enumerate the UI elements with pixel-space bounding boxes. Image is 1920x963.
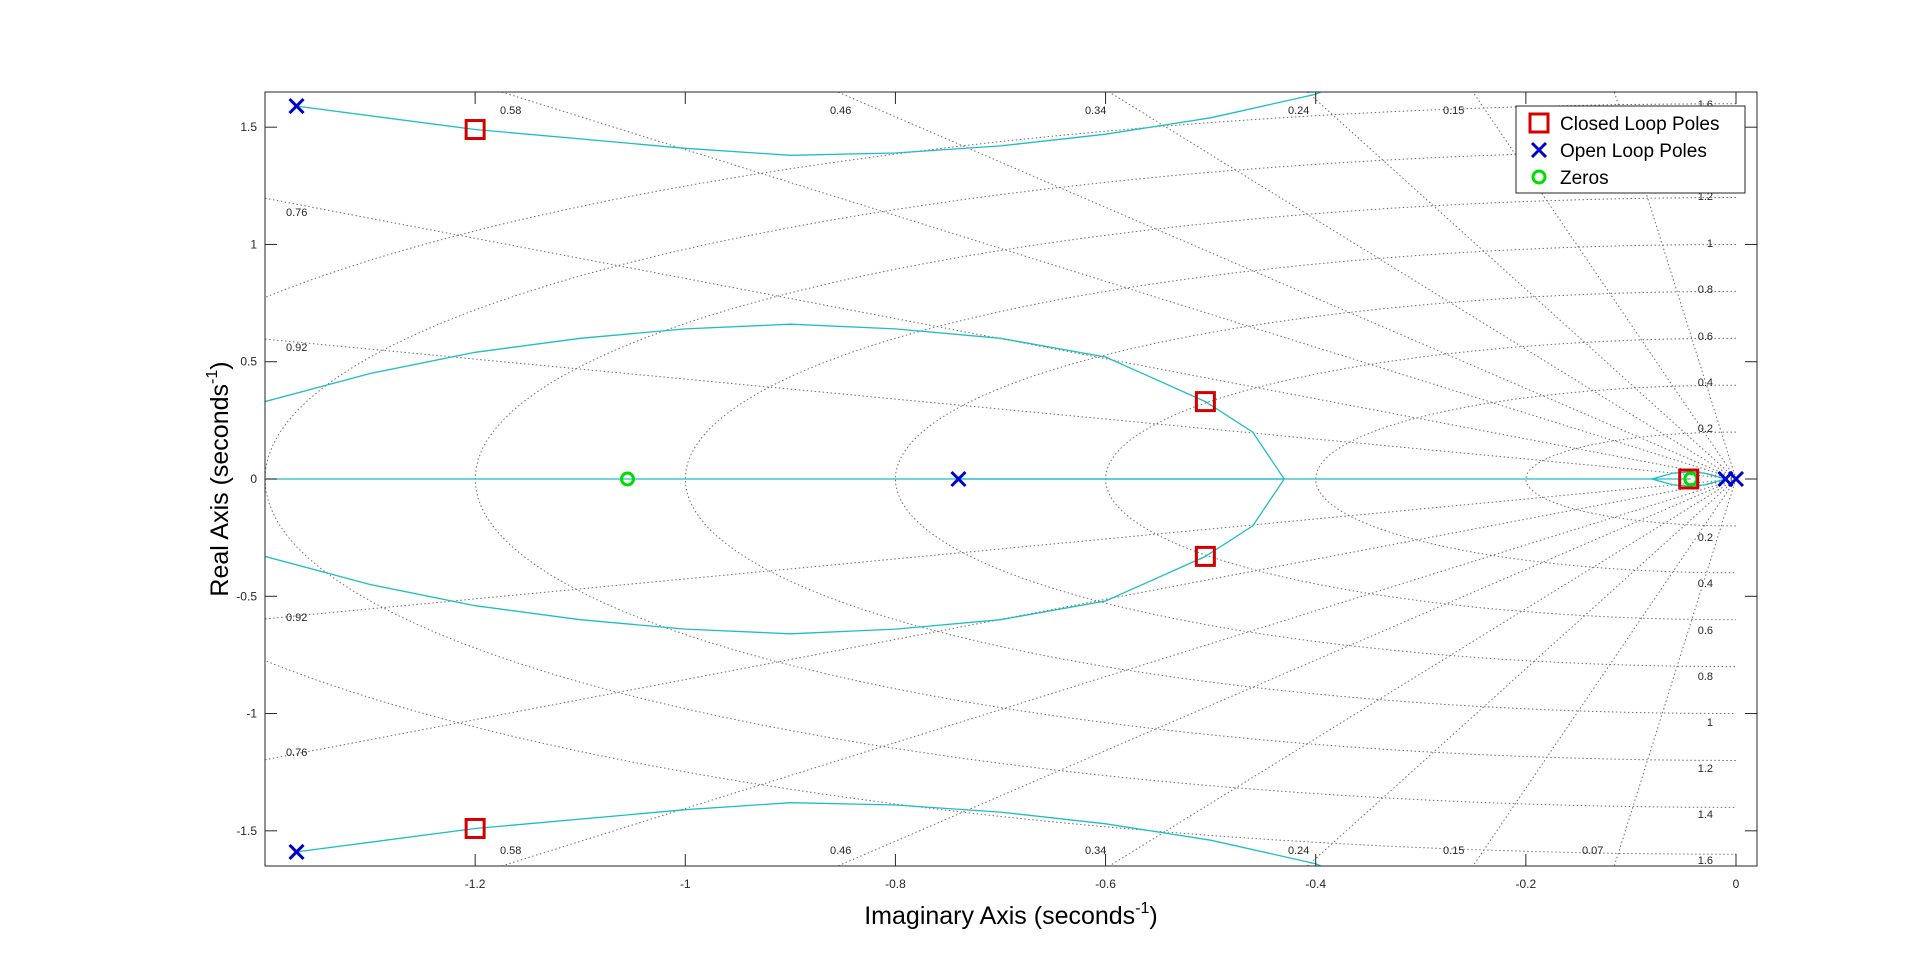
legend-square-swatch: [1528, 112, 1550, 134]
damping-ray-lower-4: [836, 478, 1737, 866]
x-marker-0-stroke-b: [288, 98, 305, 115]
frequency-circle-1: [1315, 384, 1736, 574]
x-tick-label: 0: [1733, 877, 1740, 891]
frequency-label: 1: [1707, 717, 1713, 729]
square-marker-0: [464, 119, 486, 141]
locus-branch-4: [296, 92, 1323, 156]
frequency-label: 0.4: [1698, 377, 1713, 389]
x-tick-label: -0.8: [885, 877, 906, 891]
axis-ticks: -1.2 -1 -0.8 -0.6 -0.4 -0.2 0 -1.5 -1 -0.5 0 0.5 1 1.…: [236, 92, 1757, 891]
legend: Closed Loop Poles Open Loop Poles Zeros: [1515, 105, 1746, 194]
frequency-label: 1.6: [1698, 855, 1713, 867]
damping-label-left: 0.76: [286, 207, 307, 219]
legend-circle-swatch: [1531, 169, 1547, 185]
frequency-label: 1.2: [1698, 191, 1713, 203]
legend-entry-label: Zeros: [1560, 168, 1609, 189]
x-tick-label: -0.2: [1516, 877, 1537, 891]
locus-branch-5: [296, 802, 1323, 866]
y-tick-label: 0.5: [240, 355, 257, 369]
frequency-label: 0.2: [1698, 423, 1713, 435]
damping-label-left: 0.92: [286, 342, 307, 354]
square-marker-1: [464, 817, 486, 839]
frequency-label: 1.2: [1698, 763, 1713, 775]
damping-label-top: 0.58: [500, 105, 521, 117]
damping-label-bottom: 0.15: [1443, 845, 1464, 857]
x-axis-title: Imaginary Axis (seconds-1): [864, 900, 1158, 930]
frequency-circle-4: [684, 244, 1737, 714]
damping-label-bottom: 0.24: [1288, 845, 1309, 857]
x-marker-4-stroke-b: [1727, 470, 1745, 488]
x-marker-1: [288, 843, 305, 860]
frequency-label: 1.4: [1698, 809, 1713, 821]
legend-x-swatch: [1530, 141, 1548, 159]
frequency-label: 1: [1707, 238, 1713, 250]
damping-label-top: 0.24: [1288, 105, 1309, 117]
frequency-label: 0.6: [1698, 625, 1713, 637]
damping-ray-lower-1: [1472, 478, 1737, 866]
y-tick-label: -1: [246, 707, 257, 721]
x-tick-label: -0.6: [1095, 877, 1116, 891]
y-tick-label: 0: [250, 472, 257, 486]
damping-label-left: 0.76: [286, 747, 307, 759]
square-marker-2: [1194, 391, 1216, 413]
damping-ray-upper-7: [265, 338, 1737, 480]
x-marker-0: [288, 98, 305, 115]
damping-label-top: 0.46: [830, 105, 851, 117]
y-axis-title: Real Axis (seconds-1): [204, 361, 234, 596]
frequency-circle-6: [265, 150, 1737, 808]
y-tick-label: 1: [250, 237, 257, 251]
x-marker-2-stroke-b: [950, 470, 967, 488]
x-marker-2: [950, 470, 967, 488]
legend-entry-label: Closed Loop Poles: [1560, 114, 1720, 135]
damping-label-top: 0.34: [1085, 105, 1106, 117]
x-tick-label: -1.2: [465, 877, 486, 891]
pole-zero-markers: [288, 98, 1745, 860]
damping-label-bottom: 0.58: [500, 845, 521, 857]
x-marker-4: [1727, 470, 1745, 488]
frequency-label: 0.8: [1698, 671, 1713, 683]
damping-label-bottom: 0.07: [1582, 845, 1603, 857]
frequency-label: 0.2: [1698, 532, 1713, 544]
damping-label-bottom: 0.46: [830, 845, 851, 857]
damping-label-top: 0.15: [1443, 105, 1464, 117]
frequency-circle-3: [894, 290, 1737, 668]
frequency-label: 0.6: [1698, 331, 1713, 343]
legend-box: [1515, 105, 1746, 194]
circle-marker-0: [619, 471, 635, 487]
damping-ray-lower-7: [265, 478, 1737, 620]
legend-entry-label: Open Loop Poles: [1560, 141, 1707, 162]
x-tick-label: -1: [680, 877, 691, 891]
frequency-label: 0.4: [1698, 578, 1713, 590]
x-tick-label: -0.4: [1305, 877, 1326, 891]
frequency-label: 0.8: [1698, 284, 1713, 296]
square-marker-3: [1194, 545, 1216, 567]
legend-x-swatch-stroke-b: [1530, 141, 1548, 159]
y-tick-label: -0.5: [236, 589, 257, 603]
frequency-circle-0: [1525, 431, 1736, 527]
square-marker-4: [1678, 468, 1700, 490]
damping-label-left: 0.92: [286, 612, 307, 624]
damping-ray-upper-1: [1472, 92, 1737, 480]
x-marker-1-stroke-b: [288, 843, 305, 860]
y-tick-label: -1.5: [236, 824, 257, 838]
sgrid-labels: 0.58 0.46 0.34 0.24 0.15 0.58 0.46 0.34 0.24 0.15…: [286, 99, 1713, 867]
damping-label-bottom: 0.34: [1085, 845, 1106, 857]
damping-ray-upper-4: [836, 92, 1737, 480]
y-tick-label: 1.5: [240, 120, 257, 134]
